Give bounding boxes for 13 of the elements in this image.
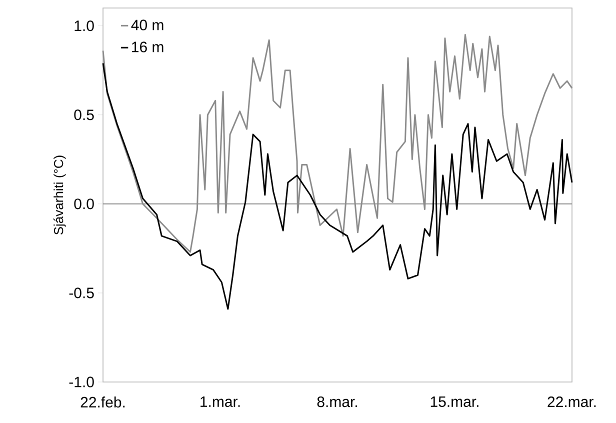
x-tick-label: 8.mar. (317, 396, 357, 408)
x-tick-label: 22.mar. (548, 396, 596, 408)
y-tick-label: 1.0 (74, 20, 94, 32)
x-tick-label: 1.mar. (200, 396, 240, 407)
legend-label: 40 m (131, 20, 164, 30)
y-tick-label: 0.5 (74, 110, 94, 120)
y-tick-label: -1.0 (69, 376, 94, 388)
legend-label: 16 m (132, 42, 164, 52)
x-tick-label: 15.mar. (430, 396, 478, 407)
x-tick-label: 22.feb. (80, 396, 125, 408)
y-tick-label: -0.5 (69, 288, 94, 298)
y-axis-title: Sjávarhiti (°C) (54, 156, 66, 235)
y-tick-label: 0.0 (74, 198, 94, 210)
